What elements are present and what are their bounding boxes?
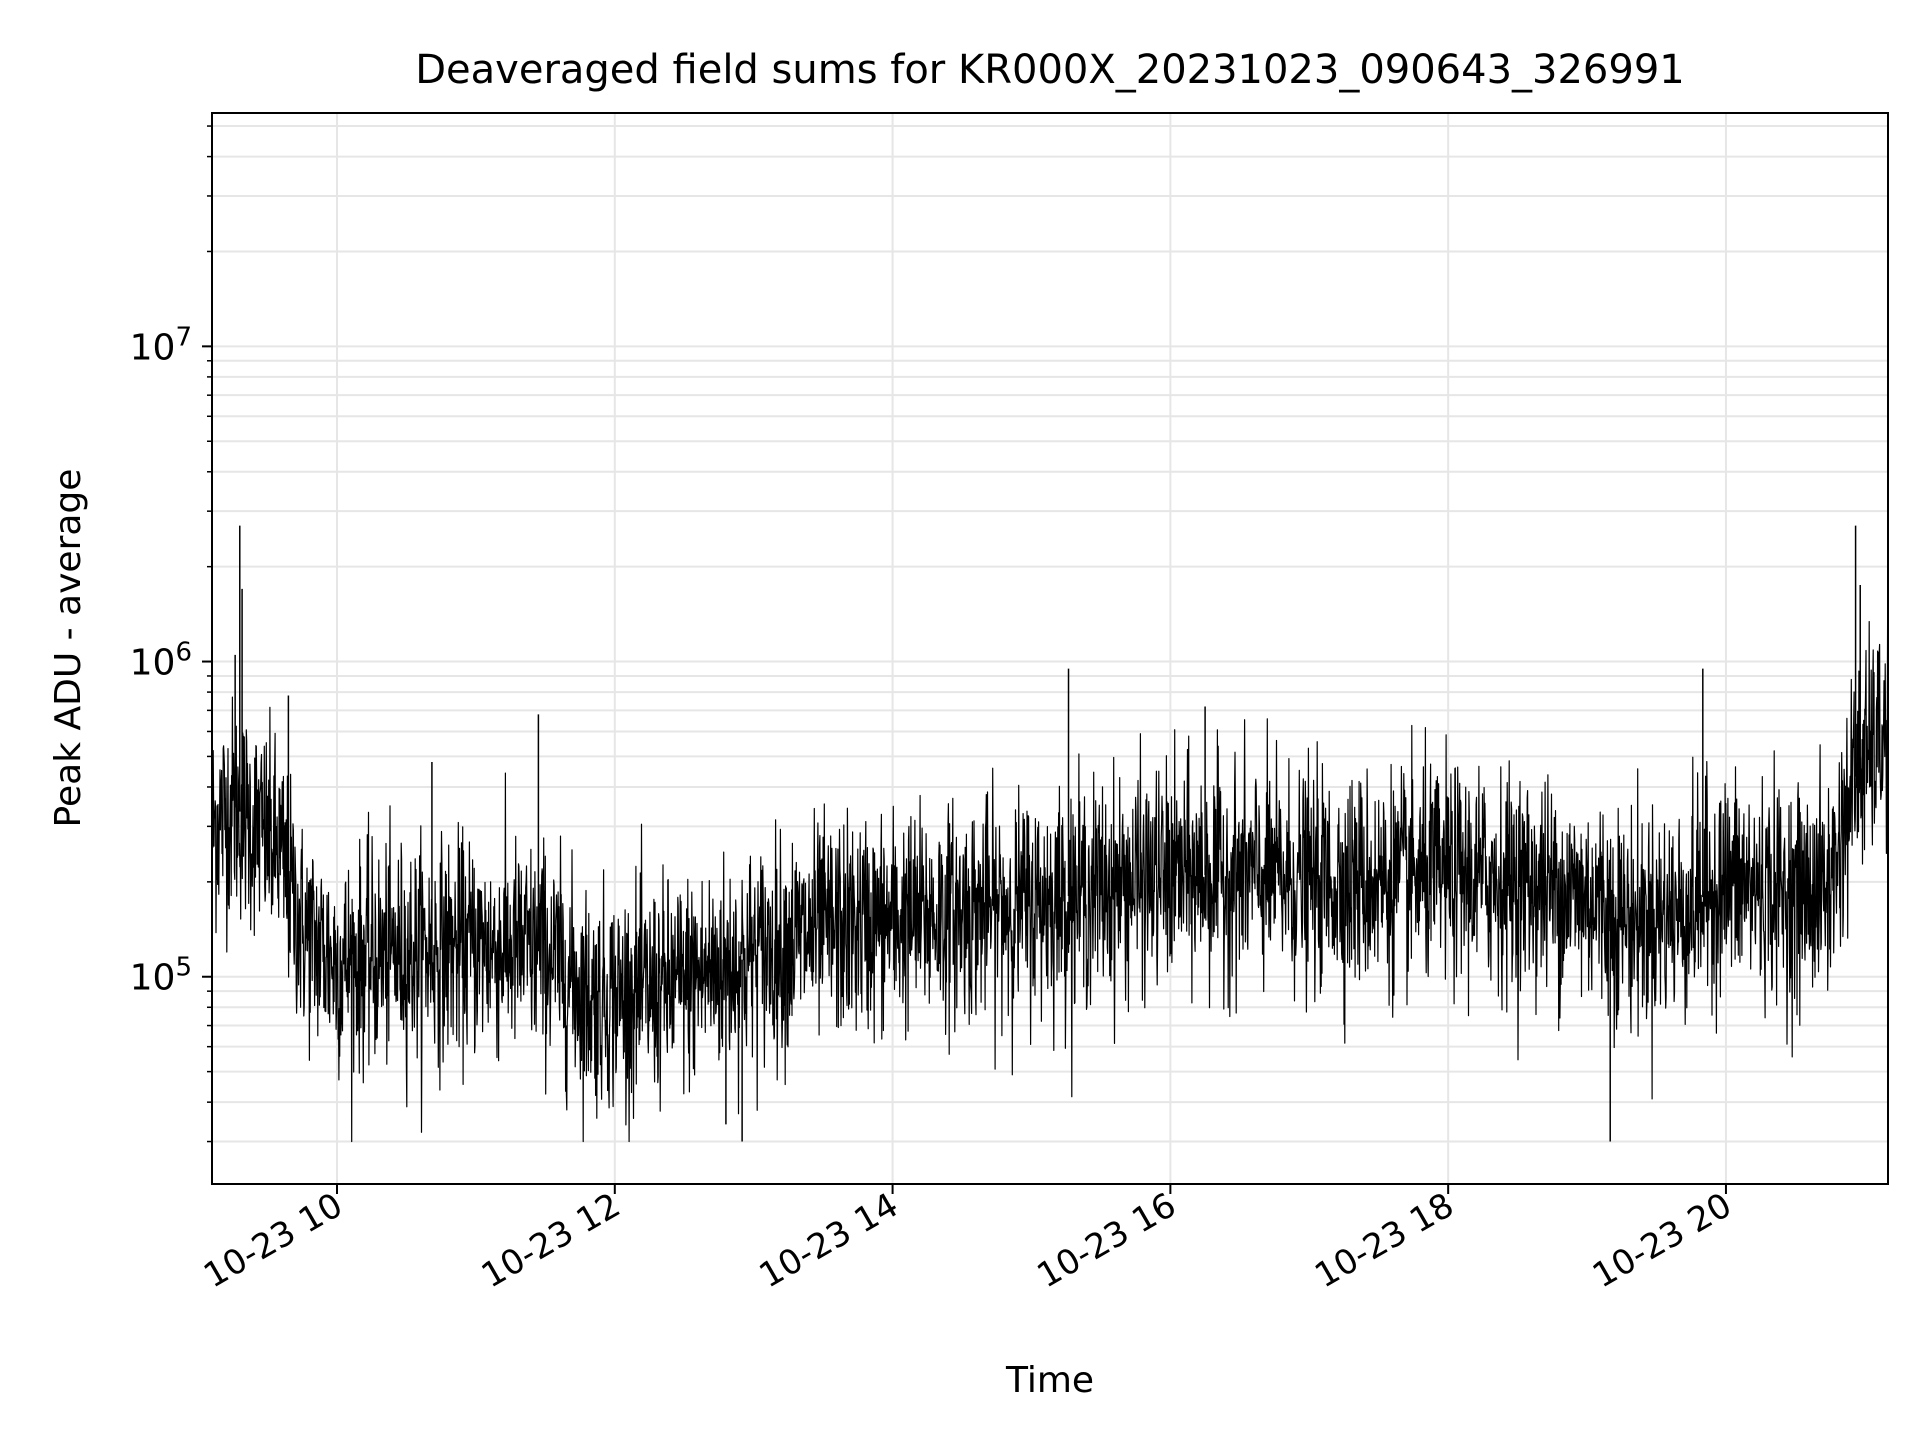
chart-title: Deaveraged field sums for KR000X_2023102… bbox=[415, 47, 1684, 93]
y-tick-label: 107 bbox=[130, 322, 192, 368]
series-layer bbox=[211, 525, 1889, 1143]
grid-layer bbox=[212, 113, 1888, 1184]
plot-frame bbox=[211, 112, 1889, 1185]
series-line bbox=[211, 620, 1889, 1143]
x-axis-label: Time bbox=[1005, 1360, 1094, 1401]
y-tick-label: 106 bbox=[130, 638, 192, 684]
y-tick-label: 105 bbox=[130, 953, 192, 999]
y-axis-label: Peak ADU - average bbox=[48, 469, 89, 828]
